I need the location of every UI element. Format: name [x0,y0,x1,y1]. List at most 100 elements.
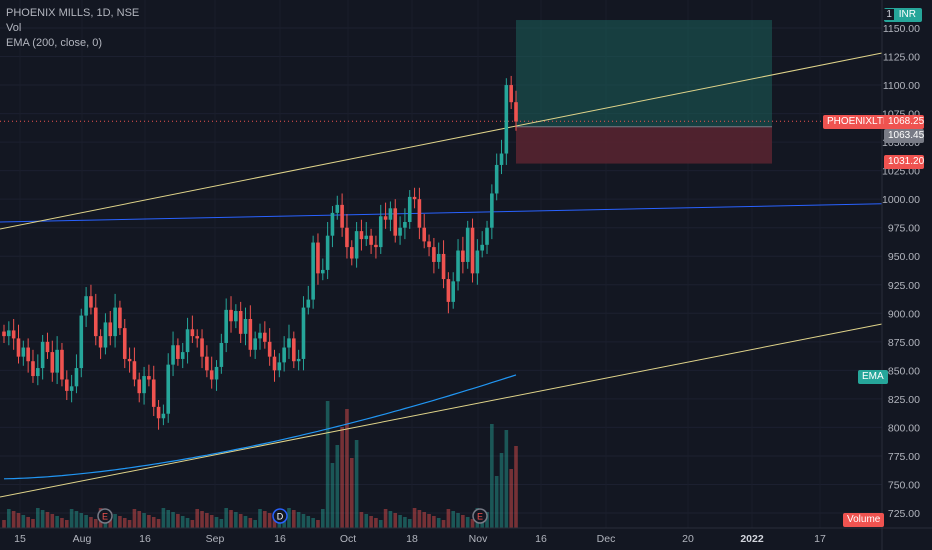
volume-bar [335,445,340,528]
candle-body [403,222,407,228]
ema-indicator-label[interactable]: EMA (200, close, 0) [6,37,102,49]
candle-body [55,349,59,373]
candle-body [36,368,40,377]
candle-body [407,196,412,222]
volume-bar [31,519,35,528]
horizontal-ray[interactable] [0,203,883,223]
currency-prefix: 1 [884,9,894,20]
price-tick-label: 850.00 [888,365,920,377]
volume-bar [378,520,383,528]
candle-body [263,332,267,342]
volume-bar [200,511,204,528]
candle-body [11,330,16,339]
candle-body [219,342,224,367]
volume-bar [436,518,441,528]
time-tick-label: 16 [139,533,151,545]
volume-bar [147,515,151,528]
long-position-tool[interactable] [516,20,772,164]
volume-bar [340,427,344,528]
volume-tag: Volume [843,513,885,527]
volume-bar [301,514,306,528]
volume-indicator-label[interactable]: Vol [6,22,22,34]
price-tick-label: 825.00 [888,394,920,406]
volume-bar [325,401,330,528]
candle-body [306,299,311,308]
volume-bar [243,516,248,528]
candle-body [93,307,98,337]
volume-bar [287,508,291,528]
volume-bar [456,513,460,528]
drawing-lines[interactable] [0,52,883,498]
volume-bar [40,510,45,528]
volume-bar [50,514,55,528]
price-tick-label: 875.00 [888,337,920,349]
volume-bar [7,509,11,528]
candle-body [393,208,398,236]
price-tick-label: 1100.00 [883,80,920,92]
time-tick-label: 18 [406,533,418,545]
candle-body [40,341,45,369]
price-tick-label: 950.00 [888,251,920,263]
candle-body [301,307,306,359]
volume-bar [127,520,132,528]
candle-body [480,244,484,251]
candle-body [427,241,431,248]
time-tick-label: 20 [682,533,694,545]
volume-bar [374,518,378,528]
volume-bar [26,517,30,528]
symbol-title[interactable]: PHOENIX MILLS, 1D, NSE [6,7,140,19]
dividend-marker-letter: D [277,512,284,522]
earnings-marker[interactable] [472,508,488,524]
volume-bar [118,516,122,528]
candle-body [504,85,509,154]
volume-bar [407,519,412,528]
volume-bar [238,514,243,528]
candle-body [137,379,142,394]
candle-body [108,322,113,337]
candle-body [441,253,446,280]
candle-body [490,193,494,228]
volume-bar [84,515,88,528]
volume-bar [514,446,518,528]
earnings-marker-letter: E [102,512,108,522]
price-axis[interactable]: 1150.001125.001100.001075.001050.001025.… [881,0,920,550]
volume-bar [258,509,262,528]
upper-trendline[interactable] [0,52,883,230]
candle-body [60,349,64,380]
volume-bar [79,513,84,528]
currency-selector[interactable]: 1 INR [884,8,922,22]
candle-body [388,208,393,220]
candle-body [272,356,277,371]
candle-body [485,227,489,245]
candle-body [31,361,35,377]
dividend-marker[interactable] [272,508,288,524]
volume-bar [393,513,398,528]
volume-bar [320,509,325,528]
volume-bar [369,516,373,528]
candle-body [282,347,286,363]
volume-bar [330,463,335,528]
target-zone[interactable] [516,20,772,127]
candle-body [277,362,282,371]
candle-body [180,352,185,359]
lower-trendline[interactable] [0,323,883,498]
currency-code: INR [898,9,916,20]
volume-bar [176,514,180,528]
candle-body [499,153,504,165]
time-tick-label: Dec [597,533,616,545]
volume-bar [461,515,465,528]
symbol-tag: PHOENIXLTD [823,115,895,129]
time-axis[interactable]: 15 Aug 16 Sep 16 Oct 18 Nov 16 Dec 20 2022 17 [0,527,932,545]
candle-body [176,345,180,359]
time-tick-label: Aug [73,533,92,545]
volume-bar [316,520,320,528]
volume-bar [69,509,74,528]
stop-zone[interactable] [516,126,772,164]
time-tick-label: 2022 [740,533,764,545]
earnings-marker[interactable] [97,508,113,524]
candle-body [456,250,460,282]
volume-bar [190,520,195,528]
volume-bar [185,518,190,528]
